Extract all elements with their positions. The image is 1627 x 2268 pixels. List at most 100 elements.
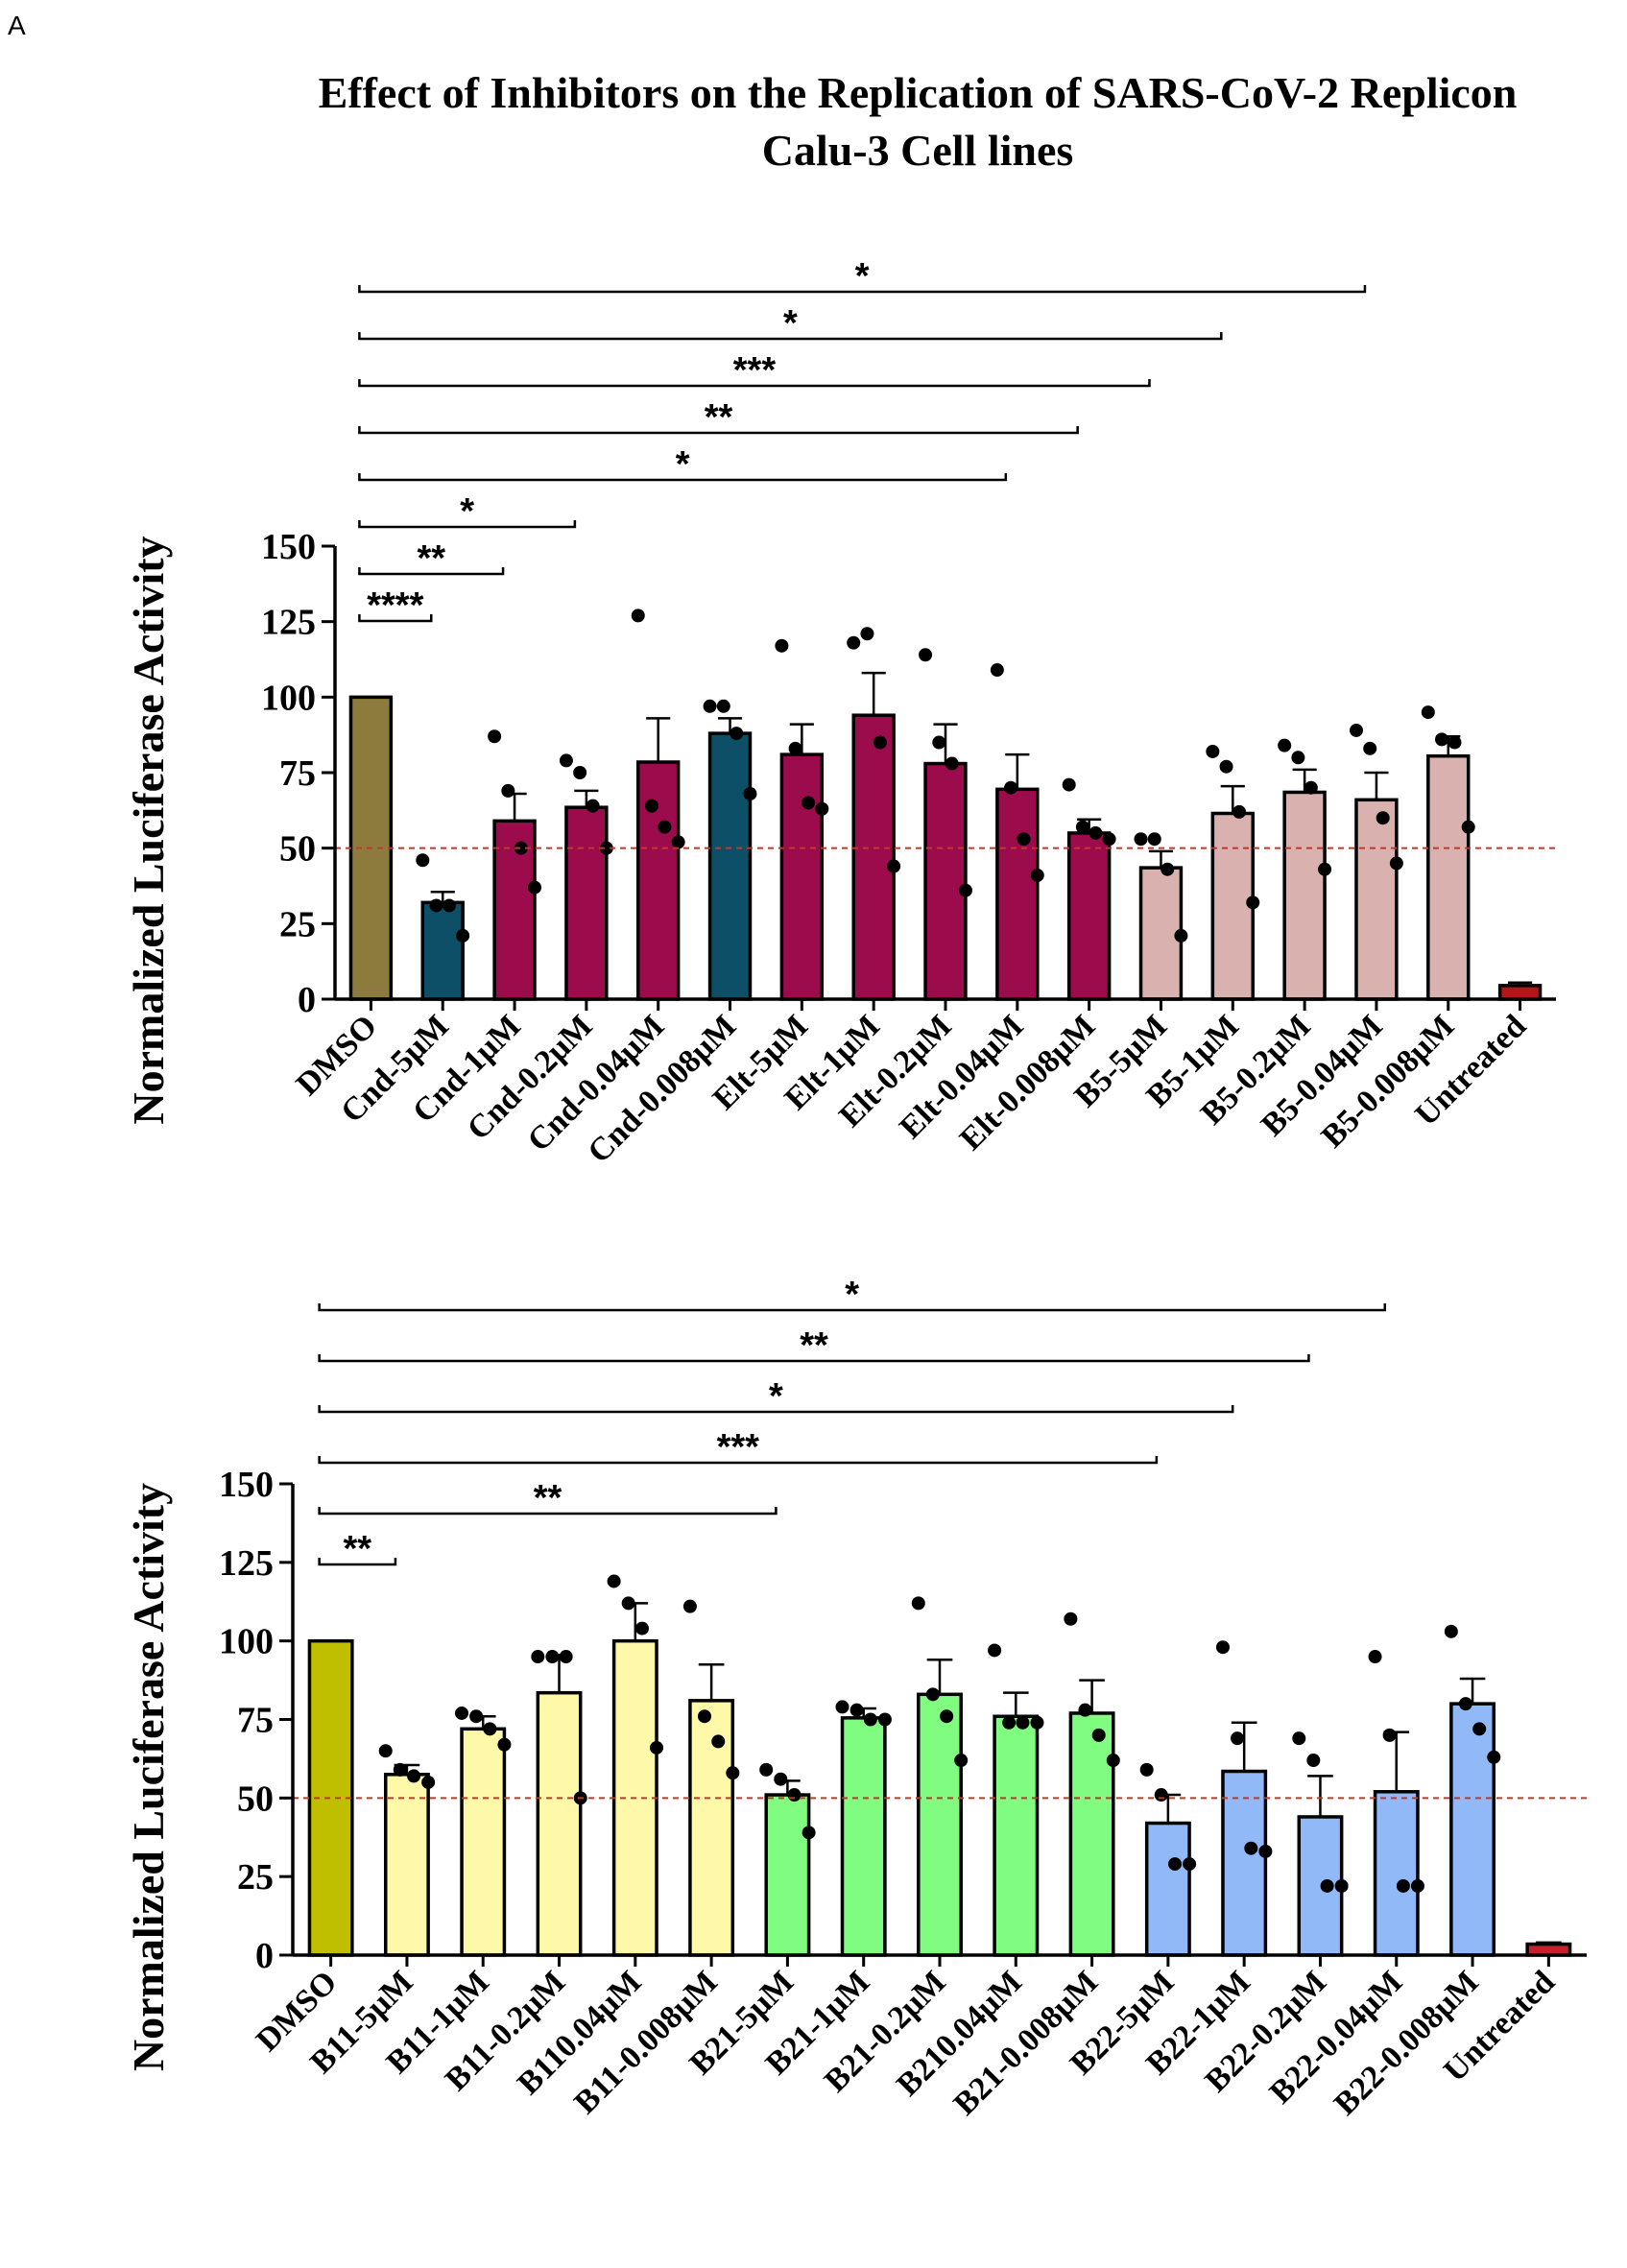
- data-point: [697, 1709, 711, 1724]
- data-point: [958, 883, 972, 897]
- data-point: [835, 1700, 849, 1714]
- bar: [536, 1690, 583, 1957]
- data-point: [1139, 1762, 1154, 1777]
- data-point: [925, 1687, 940, 1702]
- data-point: [483, 1722, 497, 1736]
- bar: [707, 731, 753, 1001]
- data-point: [911, 1596, 925, 1611]
- error-bar: [502, 792, 527, 822]
- significance-bracket: [318, 1507, 778, 1516]
- bar: [1210, 811, 1255, 1001]
- significance-bracket: [358, 614, 433, 623]
- data-point: [919, 648, 933, 662]
- y-tick-label: 50: [237, 1779, 274, 1819]
- y-tick-label: 100: [219, 1622, 274, 1662]
- data-point: [716, 699, 730, 713]
- significance-bracket: [358, 426, 1079, 435]
- data-point: [802, 1826, 816, 1840]
- data-point: [1396, 1878, 1410, 1893]
- error-bar: [1079, 1679, 1105, 1713]
- data-point: [1174, 928, 1188, 943]
- data-point: [1318, 862, 1332, 876]
- y-tick-label: 25: [279, 904, 316, 944]
- data-point: [1106, 1754, 1120, 1768]
- y-axis-label: Normalized Luciferase Activity: [124, 1483, 173, 2071]
- bar: [764, 1793, 811, 1957]
- y-tick-label: 75: [279, 753, 316, 794]
- data-point: [1004, 780, 1018, 795]
- y-tick-label: 125: [219, 1543, 274, 1584]
- error-bar: [430, 891, 455, 903]
- data-point: [726, 1766, 740, 1780]
- data-point: [1002, 1715, 1017, 1730]
- data-point: [1258, 1844, 1273, 1858]
- data-point: [631, 609, 645, 623]
- data-point: [1376, 811, 1390, 825]
- data-point: [1458, 1697, 1472, 1711]
- data-point: [873, 735, 887, 750]
- significance-label: ***: [717, 1427, 760, 1468]
- error-bar: [698, 1662, 725, 1701]
- error-bar: [1508, 981, 1533, 986]
- bar: [1066, 831, 1112, 1001]
- y-tick-label: 50: [279, 829, 316, 870]
- data-point: [1134, 832, 1148, 847]
- error-bar: [646, 717, 671, 762]
- data-point: [775, 638, 789, 653]
- bar: [460, 1727, 507, 1957]
- data-point: [788, 741, 802, 755]
- data-point: [634, 1621, 649, 1635]
- bar: [1373, 1790, 1420, 1957]
- significance-bracket: [358, 285, 1367, 294]
- bar: [1354, 798, 1399, 1001]
- error-bar: [1002, 1691, 1029, 1717]
- data-point: [990, 663, 1004, 678]
- significance-bracket: [358, 379, 1151, 388]
- error-bar: [1005, 752, 1030, 790]
- data-point: [759, 1762, 774, 1777]
- data-point: [1291, 751, 1305, 765]
- data-point: [416, 853, 430, 868]
- bar: [840, 1716, 887, 1957]
- data-point: [1183, 1857, 1197, 1872]
- data-point: [421, 1775, 436, 1789]
- bar: [1449, 1702, 1496, 1957]
- y-tick-label: 0: [298, 980, 316, 1020]
- data-point: [559, 1650, 573, 1664]
- data-point: [1421, 705, 1435, 720]
- data-point: [988, 1643, 1002, 1658]
- data-point: [815, 801, 829, 816]
- data-point: [1219, 759, 1233, 774]
- data-point: [1487, 1750, 1501, 1764]
- data-point: [650, 1740, 664, 1755]
- y-tick-label: 0: [255, 1936, 274, 1976]
- data-point: [1232, 804, 1247, 819]
- significance-label: *: [783, 303, 798, 344]
- data-point: [802, 796, 816, 810]
- significance-bracket: [358, 520, 577, 529]
- bar: [1497, 984, 1543, 1001]
- data-point: [1030, 868, 1044, 882]
- bar: [636, 760, 681, 1001]
- significance-label: *: [855, 256, 870, 297]
- data-point: [1306, 1754, 1321, 1768]
- error-bar: [926, 1659, 953, 1695]
- data-point: [456, 928, 470, 943]
- bar: [383, 1773, 430, 1957]
- significance-bracket: [358, 473, 1008, 482]
- data-point: [711, 1734, 726, 1749]
- error-bar: [861, 671, 886, 716]
- data-point: [1246, 895, 1260, 910]
- y-tick-label: 150: [219, 1465, 274, 1505]
- data-point: [1382, 1728, 1397, 1742]
- data-point: [1461, 820, 1475, 834]
- data-point: [877, 1712, 892, 1727]
- data-point: [1154, 1788, 1168, 1802]
- bar: [1144, 1821, 1191, 1957]
- data-point: [1089, 825, 1103, 840]
- data-point: [378, 1744, 393, 1758]
- error-bar: [1364, 771, 1389, 800]
- data-point: [863, 1712, 877, 1727]
- data-point: [849, 1703, 864, 1717]
- data-point: [429, 898, 443, 913]
